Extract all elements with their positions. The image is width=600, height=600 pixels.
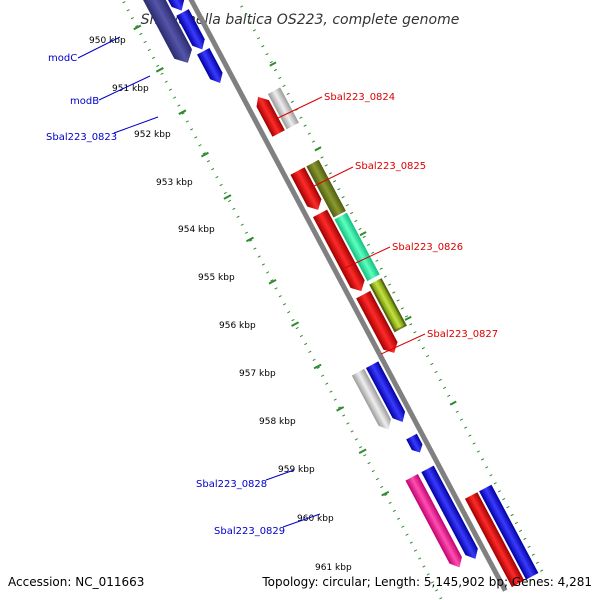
tick-mark [359,231,367,237]
tick-mark [268,278,277,285]
tick-mark [313,363,322,370]
forward-gene-labels: modC modB Sbal223_0823 Sbal223_0828 Sbal… [46,36,321,537]
gene-sbal0829[interactable] [421,465,481,563]
tick-label: 953 kbp [156,178,193,188]
track-group [84,0,544,600]
tick-mark [404,315,412,321]
gene-sbal0824[interactable] [267,87,299,130]
genome-summary-text: Topology: circular; Length: 5,145,902 bp… [261,575,592,589]
tick-label: 954 kbp [178,225,215,235]
tick-mark [200,151,209,158]
tick-label: 955 kbp [198,273,235,283]
label-sbal0825[interactable]: Sbal223_0825 [355,161,426,172]
gene-sbal0828-gray[interactable] [351,368,395,433]
label-sbal0826[interactable]: Sbal223_0826 [392,242,463,253]
label-sbal0829[interactable]: Sbal223_0829 [214,526,285,537]
label-leader [282,513,321,528]
tick-label: 958 kbp [259,417,296,427]
label-modB[interactable]: modB [70,96,99,107]
tick-label: 951 kbp [112,84,149,94]
gene-sbal0824-red[interactable] [253,93,285,137]
gene-sbal0826[interactable] [334,212,380,282]
label-sbal0827[interactable]: Sbal223_0827 [427,329,498,340]
label-leader [98,75,151,101]
tick-label: 956 kbp [219,321,256,331]
tick-mark [449,400,457,406]
label-sbal0828[interactable]: Sbal223_0828 [196,479,267,490]
gene-sbal0825[interactable] [306,159,346,218]
gene-modB[interactable] [176,9,208,53]
tick-mark [245,236,254,243]
label-leader [309,166,354,189]
gene-red-lower[interactable] [356,290,401,357]
tick-label: 957 kbp [239,369,276,379]
tick-labels: 950 kbp 951 kbp 952 kbp 953 kbp 954 kbp … [89,36,352,573]
gene-red-upper[interactable] [290,167,325,213]
tick-mark [155,67,164,73]
gene-sbal0829-pink[interactable] [405,474,465,571]
label-leader [380,333,426,355]
label-sbal0823[interactable]: Sbal223_0823 [46,132,117,143]
gene-small-blue[interactable] [406,433,425,456]
gene-sbal0829-right-blue[interactable] [479,484,539,580]
tick-label: 959 kbp [278,465,315,475]
map-title: Shewanella baltica OS223, complete genom… [141,12,460,28]
label-leader [113,116,159,134]
tick-mark [269,61,277,67]
tick-mark [291,321,300,327]
tick-mark [314,146,322,152]
tick-mark [133,24,142,31]
gene-red-long[interactable] [312,209,368,295]
tick-label: 950 kbp [89,36,126,46]
gene-sbal0823[interactable] [197,47,226,86]
reverse-gene-labels: Sbal223_0824 Sbal223_0825 Sbal223_0826 S… [277,92,498,355]
tick-mark [336,406,345,412]
gene-modC-navy[interactable] [120,0,196,68]
tick-label: 961 kbp [315,563,352,573]
label-leader [265,469,295,481]
tick-mark [381,490,390,497]
tick-mark [178,109,187,115]
inner-tick-marks [269,61,457,406]
label-leader [77,36,121,59]
label-leader [344,246,391,269]
label-sbal0824[interactable]: Sbal223_0824 [324,92,395,103]
tick-mark [223,194,232,200]
tick-mark [358,448,367,455]
tick-label: 960 kbp [297,514,334,524]
accession-text: Accession: NC_011663 [8,575,144,589]
label-modC[interactable]: modC [48,53,77,64]
tick-marks [133,24,390,497]
gene-sbal0827[interactable] [370,279,405,330]
gene-sbal0829-red[interactable] [464,492,525,588]
label-leader [277,96,323,119]
gene-sbal0828[interactable] [365,361,409,425]
genome-backbone [118,0,508,592]
tick-label: 952 kbp [134,130,171,140]
